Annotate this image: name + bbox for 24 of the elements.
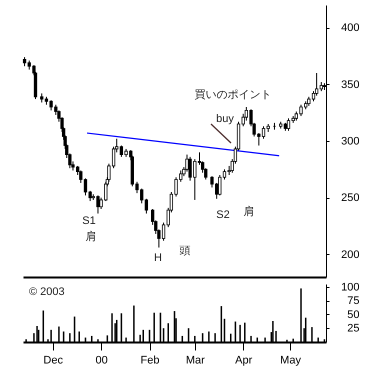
- annotation: S2: [216, 209, 230, 221]
- x-tick-label: Feb: [140, 354, 160, 366]
- y-tick-label: 100: [341, 281, 360, 294]
- annotation: H: [154, 252, 162, 264]
- y-tick-label: 200: [341, 248, 360, 261]
- y-tick-label: 25: [347, 322, 360, 335]
- x-tick-label: Mar: [186, 354, 206, 366]
- x-tick-label: Apr: [235, 354, 253, 366]
- x-tick-label: 00: [95, 354, 108, 366]
- annotation: buy: [216, 113, 234, 125]
- annotation: 頭: [180, 245, 190, 257]
- annotation: 肩: [86, 230, 96, 243]
- annotation: 肩: [244, 205, 254, 218]
- annotation: © 2003: [29, 286, 65, 298]
- y-tick-label: 50: [347, 308, 360, 321]
- x-tick-label: Dec: [43, 354, 64, 366]
- y-tick-label: 300: [341, 136, 360, 148]
- annotation: S1: [82, 215, 96, 227]
- y-tick-label: 400: [341, 22, 360, 34]
- annotation: 買いのポイント: [194, 89, 272, 101]
- y-tick-label: 75: [347, 295, 360, 308]
- y-tick-label: 250: [341, 192, 360, 204]
- y-tick-label: 350: [341, 78, 360, 91]
- x-tick-label: May: [280, 354, 302, 366]
